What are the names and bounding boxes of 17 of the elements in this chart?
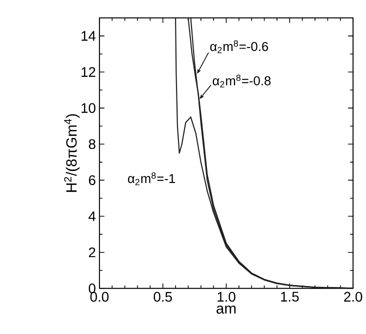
y-tick-label: 6 — [88, 175, 96, 186]
y-tick-label: 4 — [88, 211, 96, 221]
x-tick-label: 1.0 — [218, 292, 236, 302]
annotation: α$_{2}$m$^{8}$=-0.6 — [210, 40, 268, 54]
x-axis-title: am — [216, 305, 236, 314]
annotation: α$_{2}$m$^{8}$=-0.8 — [212, 74, 271, 88]
x-tick-label: 1.5 — [281, 292, 299, 302]
y-tick-label: 14 — [82, 31, 96, 41]
annotation: α$_{2}$m$^{8}$=-1 — [128, 172, 175, 186]
x-tick-label: 2.0 — [344, 292, 362, 302]
x-tick-label: 0.5 — [154, 292, 172, 302]
y-tick-label: 2 — [88, 247, 96, 258]
y-axis-title: H$^{2}$/(8πGm$^{4}$) — [64, 114, 80, 192]
y-tick-label: 10 — [82, 103, 96, 113]
y-tick-label: 8 — [88, 139, 96, 149]
x-tick-label: 0.0 — [90, 292, 109, 302]
y-tick-label: 12 — [82, 67, 96, 77]
